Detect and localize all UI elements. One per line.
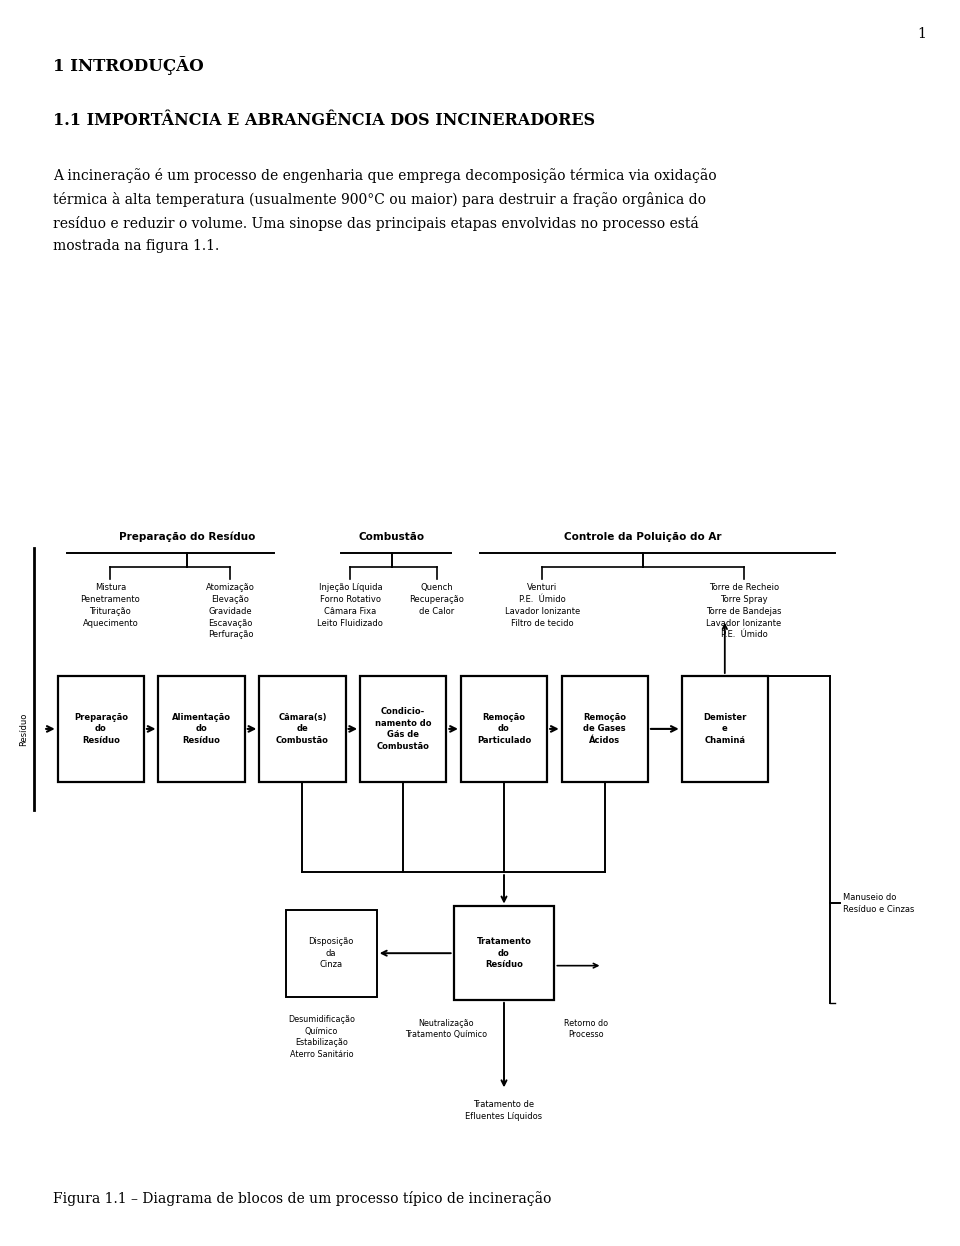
Bar (259, 675, 346, 782)
Text: Resíduo: Resíduo (19, 713, 29, 745)
Bar (58, 675, 144, 782)
Bar (562, 675, 648, 782)
Text: Desumidificação
Químico
Estabilização
Aterro Sanitário: Desumidificação Químico Estabilização At… (288, 1015, 355, 1059)
Text: 1: 1 (918, 27, 926, 41)
Text: Tratamento
do
Resíduo: Tratamento do Resíduo (476, 937, 532, 969)
Bar (682, 675, 768, 782)
Bar (461, 675, 547, 782)
Text: Mistura
Penetramento
Trituração
Aquecimento: Mistura Penetramento Trituração Aquecime… (81, 583, 140, 628)
Text: Torre de Recheio
Torre Spray
Torre de Bandejas
Lavador Ionizante
P.E.  Úmido: Torre de Recheio Torre Spray Torre de Ba… (707, 583, 781, 639)
Text: Tratamento de
Efluentes Líquidos: Tratamento de Efluentes Líquidos (466, 1100, 542, 1120)
Text: Retorno do
Processo: Retorno do Processo (564, 1019, 608, 1039)
Text: Remoção
do
Particulado: Remoção do Particulado (477, 713, 531, 745)
Bar (286, 910, 376, 997)
Text: Preparação do Resíduo: Preparação do Resíduo (119, 532, 255, 542)
Bar (360, 675, 446, 782)
Text: Manuseio do
Resíduo e Cinzas: Manuseio do Resíduo e Cinzas (843, 893, 914, 913)
Bar (158, 675, 245, 782)
Text: Injeção Líquida
Forno Rotativo
Câmara Fixa
Leito Fluidizado: Injeção Líquida Forno Rotativo Câmara Fi… (318, 583, 383, 628)
Text: Condicio-
namento do
Gás de
Combustão: Condicio- namento do Gás de Combustão (375, 708, 431, 750)
Text: Atomização
Elevação
Gravidade
Escavação
Perfuração: Atomização Elevação Gravidade Escavação … (206, 583, 254, 639)
Text: Quench
Recuperação
de Calor: Quench Recuperação de Calor (409, 583, 465, 616)
Text: Neutralização
Tratamento Químico: Neutralização Tratamento Químico (405, 1019, 488, 1039)
Text: 1.1 IMPORTÂNCIA E ABRANGÊNCIA DOS INCINERADORES: 1.1 IMPORTÂNCIA E ABRANGÊNCIA DOS INCINE… (53, 112, 595, 130)
Text: A incineração é um processo de engenharia que emprega decomposição térmica via o: A incineração é um processo de engenhari… (53, 168, 716, 253)
Text: Remoção
de Gases
Ácidos: Remoção de Gases Ácidos (584, 713, 626, 745)
Text: Preparação
do
Resíduo: Preparação do Resíduo (74, 713, 128, 745)
Text: Alimentação
do
Resíduo: Alimentação do Resíduo (172, 713, 231, 745)
Text: Combustão: Combustão (359, 532, 424, 542)
Text: Figura 1.1 – Diagrama de blocos de um processo típico de incineração: Figura 1.1 – Diagrama de blocos de um pr… (53, 1191, 551, 1206)
Text: Disposição
da
Cinza: Disposição da Cinza (308, 937, 354, 969)
Text: Câmara(s)
de
Combustão: Câmara(s) de Combustão (276, 713, 329, 745)
Bar (454, 907, 555, 999)
Text: Venturi
P.E.  Úmido
Lavador Ionizante
Filtro de tecido: Venturi P.E. Úmido Lavador Ionizante Fil… (505, 583, 580, 628)
Text: Controle da Poluição do Ar: Controle da Poluição do Ar (564, 532, 722, 542)
Text: Demister
e
Chaminá: Demister e Chaminá (703, 713, 747, 745)
Text: 1 INTRODUÇÃO: 1 INTRODUÇÃO (53, 56, 204, 75)
